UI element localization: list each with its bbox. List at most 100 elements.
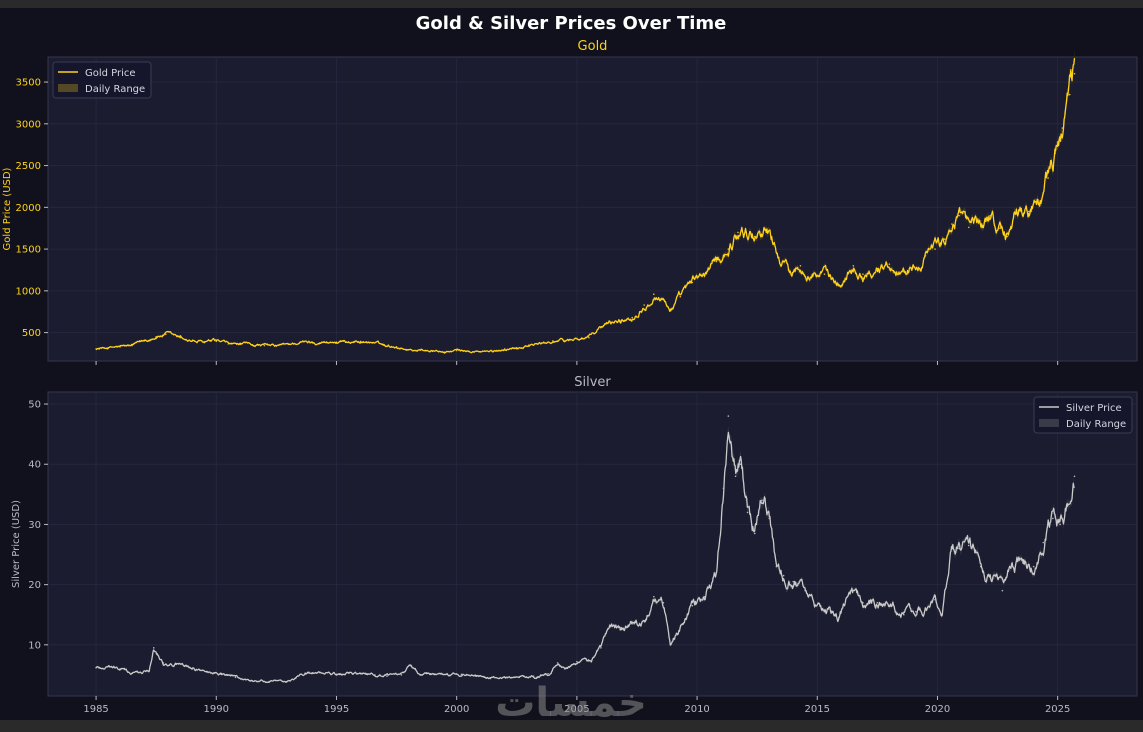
gold-data-point: [143, 340, 145, 342]
silver-data-point: [234, 676, 237, 679]
silver-data-point: [564, 668, 566, 670]
silver-data-point: [619, 628, 621, 631]
silver-data-point: [888, 604, 891, 607]
silver-data-point: [941, 613, 944, 616]
silver-data-point: [1059, 523, 1061, 526]
silver-data-point: [174, 663, 177, 665]
silver-data-point: [148, 670, 150, 673]
silver-data-point: [556, 662, 559, 664]
gold-data-point: [588, 336, 590, 339]
gold-data-point: [431, 350, 434, 352]
gold-legend-price-label: Gold Price: [85, 68, 136, 79]
silver-plot-area: [47, 391, 1138, 697]
silver-price-line: [95, 431, 1075, 684]
silver-data-point: [1066, 505, 1069, 508]
silver-data-point: [590, 660, 593, 663]
silver-data-point: [475, 675, 477, 677]
silver-data-point: [119, 668, 121, 670]
gold-data-point: [527, 344, 530, 346]
gold-legend-range-swatch: [58, 84, 78, 92]
silver-y-tick-label: 10: [28, 640, 41, 651]
gold-data-point: [95, 348, 97, 350]
silver-x-tick-label: 2000: [444, 704, 469, 715]
silver-data-point: [782, 574, 785, 577]
silver-data-point: [775, 565, 778, 568]
silver-x-tick-label: 2020: [925, 704, 950, 715]
gold-data-point: [1061, 127, 1064, 129]
silver-data-point: [374, 674, 376, 676]
silver-data-point: [734, 475, 737, 478]
silver-data-point: [838, 616, 840, 619]
gold-data-point: [1037, 202, 1040, 204]
gold-data-point: [934, 248, 936, 250]
gold-data-point: [564, 340, 566, 342]
gold-legend: Gold Price Daily Range: [52, 61, 152, 99]
gold-data-point: [515, 346, 518, 349]
silver-data-point: [653, 595, 655, 598]
gold-data-point: [1073, 72, 1076, 75]
gold-data-point: [395, 346, 398, 348]
silver-panel: Silver 10 20 30 40 50 1985 1990 1995 2000 2005 2010…: [11, 375, 1138, 715]
silver-y-tick-label: 20: [28, 580, 41, 591]
gold-data-point: [753, 235, 756, 238]
silver-data-point: [285, 681, 287, 683]
silver-data-point: [951, 547, 953, 550]
gold-data-point: [862, 273, 864, 275]
gold-y-tick-label: 3000: [16, 119, 41, 130]
silver-legend-range-label: Daily Range: [1066, 419, 1126, 430]
gold-data-point: [1068, 93, 1071, 96]
gold-data-point: [967, 226, 970, 229]
gold-data-point: [227, 343, 230, 345]
gold-data-point: [903, 270, 905, 273]
gold-data-point: [131, 344, 133, 347]
silver-data-point: [691, 604, 694, 607]
silver-subplot-title: Silver: [574, 375, 611, 390]
silver-data-point: [518, 676, 520, 679]
gold-data-point: [979, 223, 982, 225]
gold-data-point: [503, 348, 506, 350]
gold-data-point: [383, 344, 386, 346]
gold-data-point: [912, 264, 915, 267]
gold-data-point: [823, 273, 826, 275]
silver-x-tick-label: 2010: [684, 704, 709, 715]
gold-data-point: [662, 298, 665, 301]
gold-data-point: [443, 351, 446, 354]
gold-data-point: [838, 285, 840, 287]
silver-legend-price-label: Silver Price: [1066, 403, 1122, 414]
silver-data-point: [722, 487, 725, 490]
silver-data-point: [609, 625, 612, 628]
gold-legend-range-label: Daily Range: [85, 84, 145, 95]
gold-data-point: [763, 227, 766, 230]
gold-y-tick-label: 3500: [16, 78, 41, 89]
gold-data-point: [715, 260, 718, 263]
gold-data-point: [552, 340, 554, 342]
silver-data-point: [1001, 589, 1004, 592]
gold-data-point: [239, 343, 242, 346]
silver-data-point: [268, 680, 270, 683]
silver-x-tick-label: 2025: [1045, 704, 1070, 715]
silver-data-point: [979, 565, 982, 568]
gold-data-point: [924, 254, 927, 257]
silver-data-point: [703, 595, 706, 598]
gold-data-point: [811, 273, 814, 275]
gold-data-point: [679, 295, 682, 298]
gold-panel: Gold 500 1000 1500 2000 2500 3000 3500 Gold Pric…: [2, 39, 1138, 365]
silver-data-point: [1073, 475, 1076, 478]
silver-data-point: [318, 671, 321, 674]
silver-data-point: [727, 415, 730, 417]
silver-data-point: [107, 665, 109, 668]
silver-data-point: [532, 675, 535, 677]
gold-y-tick-label: 1000: [16, 286, 41, 297]
silver-data-point: [804, 589, 807, 592]
silver-data-point: [335, 674, 338, 676]
gold-data-point: [609, 321, 612, 324]
gold-data-point: [191, 340, 194, 342]
silver-data-point: [304, 672, 307, 674]
silver-data-point: [662, 601, 665, 604]
gold-data-point: [999, 227, 1001, 230]
gold-data-point: [787, 269, 790, 271]
silver-data-point: [753, 532, 756, 535]
gold-data-point: [653, 293, 655, 295]
gold-data-point: [703, 273, 706, 275]
silver-data-point: [1023, 562, 1025, 565]
